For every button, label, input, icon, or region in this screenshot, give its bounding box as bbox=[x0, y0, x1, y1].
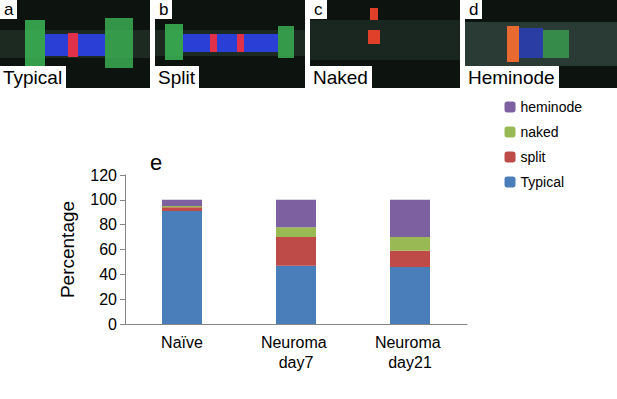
svg-text:Typical: Typical bbox=[521, 174, 565, 190]
svg-text:60: 60 bbox=[99, 241, 117, 258]
html-text:c: c bbox=[314, 0, 323, 19]
svg-text:Neuroma: Neuroma bbox=[375, 334, 445, 351]
html-text:Typical: Typical bbox=[3, 67, 63, 88]
svg-text:Percentage: Percentage bbox=[57, 201, 78, 298]
svg-text:0: 0 bbox=[108, 316, 117, 333]
html-text:b: b bbox=[159, 0, 169, 19]
svg-text:Neuroma: Neuroma bbox=[261, 334, 331, 351]
html-text:Naked: Naked bbox=[313, 67, 368, 88]
html-text:Heminode: Heminode bbox=[468, 67, 555, 88]
svg-text:split: split bbox=[521, 149, 546, 165]
svg-text:day21: day21 bbox=[388, 354, 432, 371]
html-text:e: e bbox=[150, 150, 163, 175]
html-text:Split: Split bbox=[158, 67, 195, 88]
svg-text:day7: day7 bbox=[279, 354, 314, 371]
html-text:d: d bbox=[469, 0, 479, 19]
html-text:a: a bbox=[4, 0, 14, 19]
svg-text:40: 40 bbox=[99, 266, 117, 283]
svg-text:heminode: heminode bbox=[521, 99, 583, 115]
svg-text:naked: naked bbox=[521, 124, 559, 140]
svg-text:20: 20 bbox=[99, 291, 117, 308]
svg-text:100: 100 bbox=[90, 191, 117, 208]
svg-text:80: 80 bbox=[99, 216, 117, 233]
svg-text:120: 120 bbox=[90, 167, 117, 184]
svg-text:Naïve: Naïve bbox=[161, 334, 203, 351]
